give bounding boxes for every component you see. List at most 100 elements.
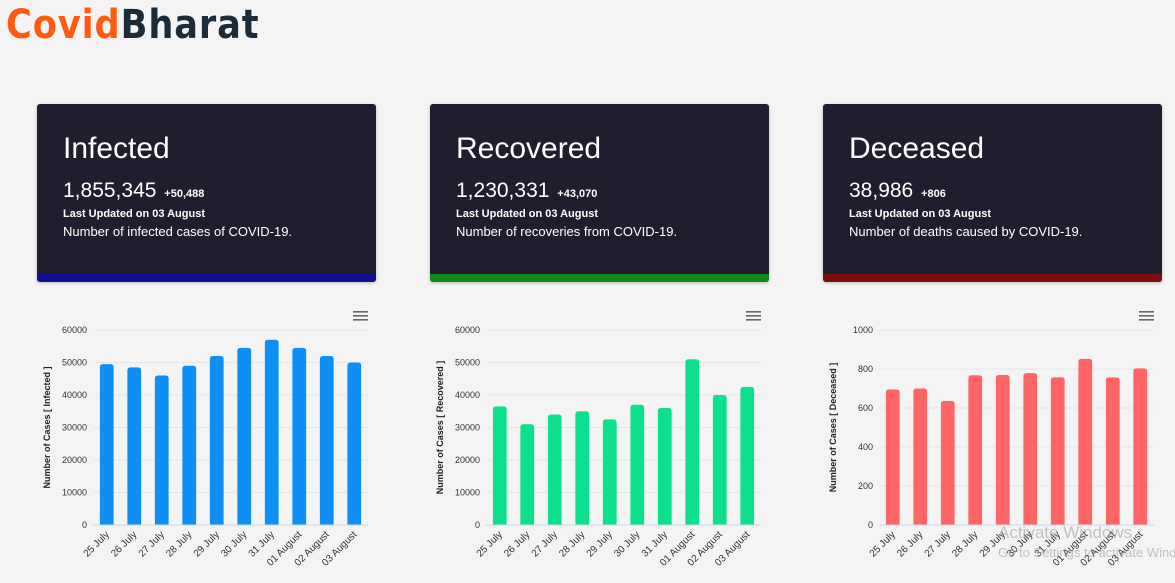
y-axis-title: Number of Cases [ Infected ]: [42, 366, 52, 488]
bar[interactable]: [712, 395, 727, 525]
bar[interactable]: [182, 365, 197, 525]
card-count-value: 1,855,345: [63, 179, 157, 202]
bar[interactable]: [347, 362, 362, 526]
infected-chart-svg: 0 10000 20000 30000 40000 50000 60000 Number of…: [42, 311, 368, 569]
x-tick-label: 26 July: [895, 529, 925, 559]
infected-chart: 0 10000 20000 30000 40000 50000 60000 Number of…: [35, 300, 375, 583]
bar[interactable]: [913, 388, 928, 526]
y-tick-label: 0: [868, 520, 873, 530]
bar[interactable]: [685, 359, 700, 525]
chart-menu-icon[interactable]: [1139, 311, 1154, 321]
y-tick-label: 60000: [62, 325, 87, 335]
y-tick-label: 40000: [62, 390, 87, 400]
y-tick-label: 200: [858, 481, 873, 491]
x-tick-label: 28 July: [557, 529, 587, 559]
bar[interactable]: [968, 375, 983, 525]
bar[interactable]: [1133, 368, 1148, 525]
card-accent-bar: [37, 274, 376, 282]
bar[interactable]: [520, 424, 535, 525]
x-tick-label: 28 July: [950, 529, 980, 559]
x-tick-label: 25 July: [868, 529, 898, 559]
y-tick-label: 30000: [455, 423, 480, 433]
card-updated: Last Updated on 03 August: [456, 208, 598, 220]
x-tick-label: 27 July: [923, 529, 953, 559]
y-tick-label: 0: [475, 520, 480, 530]
x-tick-label: 28 July: [164, 529, 194, 559]
y-tick-label: 50000: [455, 358, 480, 368]
bar[interactable]: [1023, 373, 1038, 525]
y-tick-label: 400: [858, 442, 873, 452]
card-count: 1,855,345 +50,488: [63, 179, 204, 203]
card-updated: Last Updated on 03 August: [63, 208, 205, 220]
y-tick-label: 40000: [455, 390, 480, 400]
bar[interactable]: [154, 375, 169, 526]
chart-menu-icon[interactable]: [746, 311, 761, 321]
bar[interactable]: [292, 347, 307, 525]
bar[interactable]: [740, 386, 755, 525]
bar[interactable]: [127, 367, 142, 525]
brand-logo[interactable]: CovidBharat: [6, 2, 259, 48]
y-tick-label: 600: [858, 403, 873, 413]
x-tick-label: 26 July: [109, 529, 139, 559]
deceased-card: Deceased 38,986 +806 Last Updated on 03 …: [823, 104, 1162, 282]
x-tick-label: 29 July: [978, 529, 1008, 559]
bar[interactable]: [940, 400, 955, 525]
bar[interactable]: [1050, 377, 1065, 525]
card-count: 1,230,331 +43,070: [456, 179, 597, 203]
card-delta: +50,488: [164, 188, 205, 200]
card-accent-bar: [430, 274, 769, 282]
x-tick-label: 25 July: [475, 529, 505, 559]
bar[interactable]: [237, 347, 252, 525]
y-tick-label: 800: [858, 364, 873, 374]
chart-menu-icon[interactable]: [353, 311, 368, 321]
bar[interactable]: [319, 356, 334, 525]
bar[interactable]: [575, 411, 590, 525]
infected-card: Infected 1,855,345 +50,488 Last Updated …: [37, 104, 376, 282]
y-tick-label: 30000: [62, 423, 87, 433]
bar[interactable]: [657, 408, 672, 525]
y-axis-title: Number of Cases [ Recovered ]: [435, 361, 445, 495]
x-tick-label: 27 July: [137, 529, 167, 559]
brand-logo-part1: Covid: [6, 2, 121, 48]
recovered-chart-svg: 0 10000 20000 30000 40000 50000 60000 Number of…: [435, 311, 761, 569]
y-axis-title: Number of Cases [ Deceased ]: [828, 363, 838, 493]
bar[interactable]: [1078, 358, 1093, 525]
bar[interactable]: [602, 419, 617, 525]
card-description: Number of deaths caused by COVID-19.: [849, 224, 1083, 239]
recovered-card: Recovered 1,230,331 +43,070 Last Updated…: [430, 104, 769, 282]
x-tick-label: 26 July: [502, 529, 532, 559]
deceased-chart-svg: 0 200 400 600 800 1000 Number of Cases [ Decea…: [828, 311, 1154, 569]
card-title: Infected: [63, 132, 170, 165]
bar[interactable]: [492, 406, 507, 525]
card-count: 38,986 +806: [849, 179, 946, 203]
card-delta: +806: [921, 188, 946, 200]
card-title: Deceased: [849, 132, 985, 165]
card-accent-bar: [823, 274, 1162, 282]
bar[interactable]: [630, 404, 645, 525]
card-title: Recovered: [456, 132, 602, 165]
x-tick-label: 30 July: [219, 529, 249, 559]
bar[interactable]: [99, 364, 114, 525]
bar[interactable]: [995, 375, 1010, 525]
y-tick-label: 20000: [62, 455, 87, 465]
card-description: Number of recoveries from COVID-19.: [456, 224, 678, 239]
x-tick-label: 29 July: [585, 529, 615, 559]
brand-logo-part2: Bharat: [120, 2, 260, 48]
recovered-chart: 0 10000 20000 30000 40000 50000 60000 Number of…: [428, 300, 768, 583]
bar[interactable]: [547, 414, 562, 526]
bar[interactable]: [209, 356, 224, 525]
y-tick-label: 50000: [62, 358, 87, 368]
bar[interactable]: [885, 389, 900, 525]
x-tick-label: 27 July: [530, 529, 560, 559]
card-delta: +43,070: [557, 188, 598, 200]
card-description: Number of infected cases of COVID-19.: [63, 224, 293, 239]
card-count-value: 38,986: [849, 179, 914, 202]
y-tick-label: 1000: [853, 325, 873, 335]
y-tick-label: 10000: [455, 488, 480, 498]
bar[interactable]: [1105, 377, 1120, 525]
x-tick-label: 30 July: [612, 529, 642, 559]
card-updated: Last Updated on 03 August: [849, 208, 991, 220]
deceased-chart: 0 200 400 600 800 1000 Number of Cases [ Decea…: [821, 300, 1161, 583]
x-tick-label: 30 July: [1005, 529, 1035, 559]
bar[interactable]: [264, 339, 279, 525]
